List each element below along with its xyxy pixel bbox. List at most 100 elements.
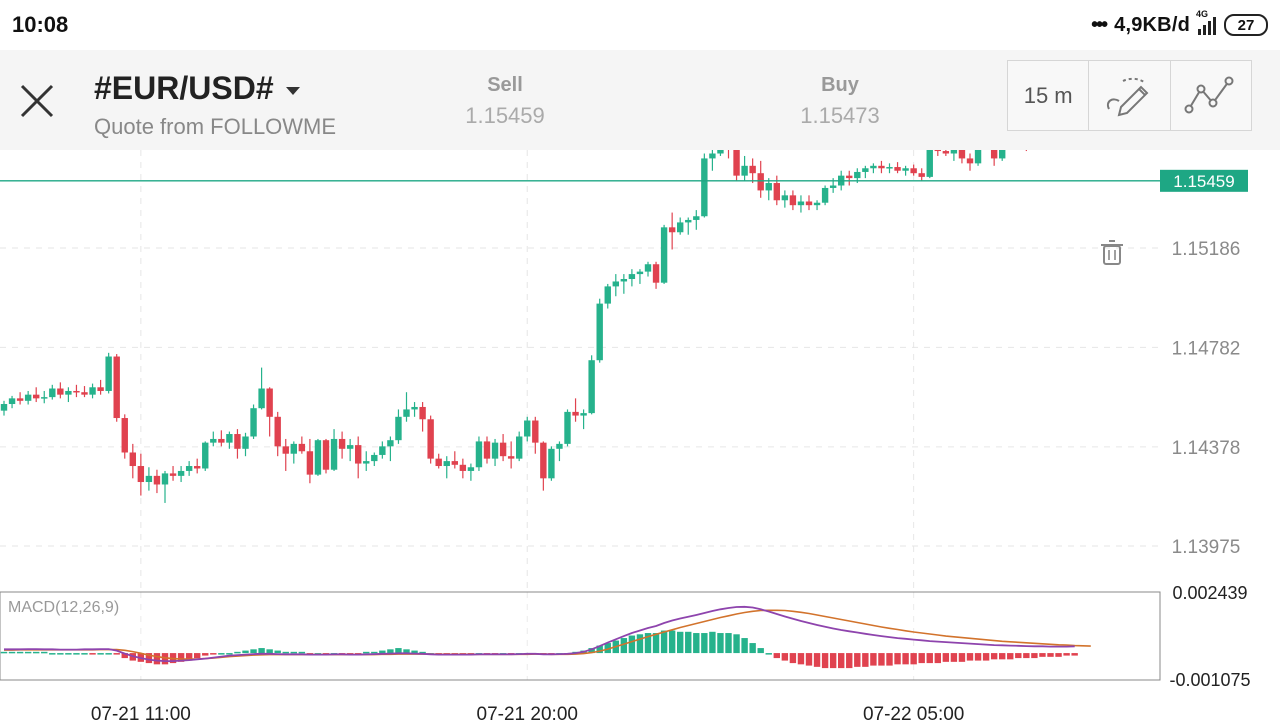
candle xyxy=(73,384,80,398)
candle xyxy=(387,436,394,462)
macd-histogram-bar xyxy=(829,653,837,669)
grid xyxy=(0,150,1160,680)
candle-body xyxy=(677,222,684,233)
candle xyxy=(97,379,104,395)
macd-histogram-bar xyxy=(194,653,201,659)
candle-body xyxy=(250,408,257,437)
candle xyxy=(540,441,547,491)
candle xyxy=(926,141,933,179)
macd-histogram-bar xyxy=(41,651,48,654)
time-tick-label: 07-22 05:00 xyxy=(863,704,964,720)
candle xyxy=(966,153,974,171)
candle-body xyxy=(185,466,193,471)
candle-body xyxy=(355,445,362,464)
candle-body xyxy=(733,148,740,176)
macd-histogram-bar xyxy=(1063,653,1070,656)
buy-value: 1.15473 xyxy=(800,103,880,128)
candle xyxy=(990,136,998,166)
macd-histogram-bar xyxy=(821,653,829,669)
candle xyxy=(346,438,354,462)
candle xyxy=(0,400,8,416)
chart-area[interactable]: 1.15459 1.15186 1.14782 1.14378 1.13975 MAC… xyxy=(0,89,1280,725)
macd-histogram-bar xyxy=(701,633,708,654)
macd-panel: MACD(12,26,9) 0.002439 -0.001075 xyxy=(0,583,1251,690)
candle-body xyxy=(805,201,813,206)
status-right: ••• 4,9KB/d 4G 27 xyxy=(1091,9,1268,38)
macd-histogram-bar xyxy=(185,653,193,661)
macd-histogram-bar xyxy=(838,653,845,669)
candle xyxy=(749,158,756,184)
macd-histogram-bar xyxy=(379,650,386,654)
quote-source: Quote from FOLLOWME xyxy=(94,114,337,139)
candle xyxy=(322,438,330,474)
macd-histogram-bar xyxy=(371,651,378,654)
macd-histogram-bar xyxy=(886,653,893,666)
macd-histogram-bar xyxy=(813,653,821,667)
macd-histogram-bar xyxy=(693,633,700,654)
price-tick-label: 1.13975 xyxy=(1172,537,1241,558)
macd-histogram-bar xyxy=(145,653,153,664)
draw-button[interactable] xyxy=(1089,61,1171,130)
candle-body xyxy=(918,173,925,177)
price-chart[interactable]: 1.15459 1.15186 1.14782 1.14378 1.13975 MAC… xyxy=(0,89,1280,725)
symbol-selector[interactable]: #EUR/USD# xyxy=(94,70,300,107)
candle xyxy=(194,458,201,474)
candle xyxy=(153,469,161,494)
macd-histogram-bar xyxy=(773,653,780,659)
candle-body xyxy=(403,409,410,417)
macd-histogram-bar xyxy=(870,653,877,666)
indicator-button[interactable] xyxy=(1171,61,1251,130)
candle-body xyxy=(194,466,201,469)
candle xyxy=(338,431,346,459)
candle xyxy=(709,143,716,171)
macd-histogram-bar xyxy=(878,653,885,666)
timeframe-button[interactable]: 15 m xyxy=(1008,61,1090,130)
macd-signal-line xyxy=(4,609,1091,660)
candle xyxy=(266,387,273,437)
more-dots-icon: ••• xyxy=(1091,13,1108,36)
candle-body xyxy=(999,136,1006,159)
candle-body xyxy=(8,398,16,405)
candle xyxy=(532,416,539,454)
candle-body xyxy=(121,418,128,453)
candle xyxy=(564,409,571,447)
macd-histogram-bar xyxy=(966,653,974,661)
macd-histogram-bar xyxy=(81,653,88,655)
macd-histogram-bar xyxy=(588,648,595,654)
candle xyxy=(668,212,676,250)
candle xyxy=(942,126,950,156)
candle xyxy=(741,155,748,181)
macd-histogram-bar xyxy=(789,653,797,664)
buy-label: Buy xyxy=(821,74,859,96)
candle xyxy=(8,395,16,409)
trash-button[interactable] xyxy=(1101,240,1123,265)
candle xyxy=(974,131,982,166)
battery-level: 27 xyxy=(1237,16,1255,34)
candles xyxy=(0,89,1062,503)
macd-histogram-bar xyxy=(16,651,24,654)
macd-histogram-bar xyxy=(1031,653,1038,659)
candle xyxy=(185,461,193,476)
candle xyxy=(81,386,88,398)
signal-bar xyxy=(1213,17,1216,35)
price-tick-label: 1.15186 xyxy=(1172,239,1241,260)
candle xyxy=(121,414,128,459)
sell-price: Sell 1.15459 xyxy=(435,74,575,129)
candle xyxy=(411,402,418,417)
candle xyxy=(226,431,233,449)
candle xyxy=(580,409,587,430)
buy-price: Buy 1.15473 xyxy=(770,74,910,129)
candle-body xyxy=(990,143,998,159)
close-button[interactable] xyxy=(16,80,58,122)
candle xyxy=(483,436,491,464)
candle xyxy=(258,367,265,410)
candle xyxy=(628,269,636,287)
candle-body xyxy=(177,470,185,476)
signal-icon: 4G xyxy=(1196,9,1216,35)
candle xyxy=(781,190,789,208)
candle-body xyxy=(491,442,499,459)
macd-histogram-bar xyxy=(73,653,80,655)
macd-histogram-bar xyxy=(902,653,909,665)
candle xyxy=(177,466,185,483)
candle-body xyxy=(757,173,764,191)
